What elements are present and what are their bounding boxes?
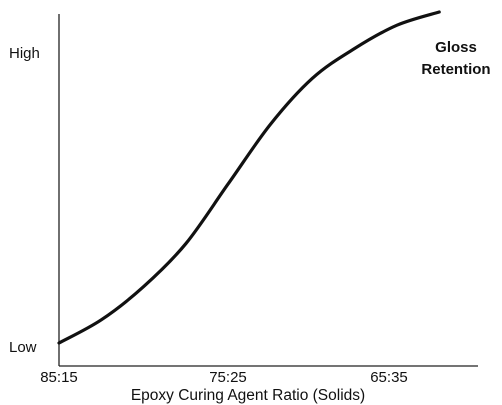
series-line-gloss-retention [57, 10, 441, 345]
series-label-line-1: Gloss [435, 39, 477, 56]
y-tick-high: High [9, 45, 40, 62]
x-tick-85-15: 85:15 [40, 369, 78, 386]
y-tick-low: Low [9, 339, 37, 356]
series-label-line-2: Retention [421, 61, 490, 78]
x-tick-75-25: 75:25 [209, 369, 247, 386]
x-axis-label: Epoxy Curing Agent Ratio (Solids) [131, 387, 365, 404]
x-tick-65-35: 65:35 [370, 369, 408, 386]
